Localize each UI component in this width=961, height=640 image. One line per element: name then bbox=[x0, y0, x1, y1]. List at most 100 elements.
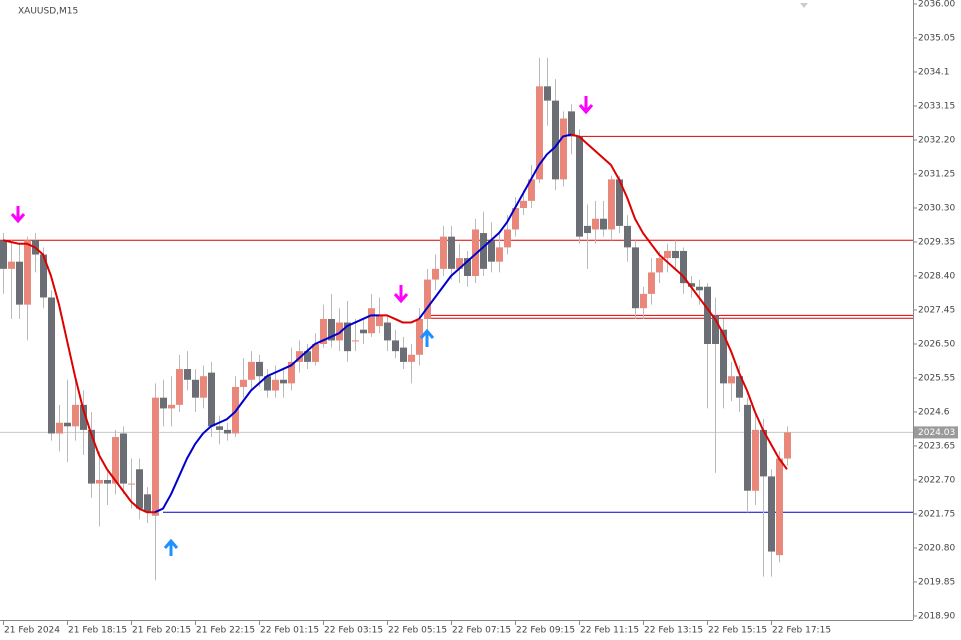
candle-body bbox=[88, 429, 95, 484]
y-tick-label: 2030.30 bbox=[918, 204, 955, 214]
candle-body bbox=[200, 376, 207, 398]
y-tick-label: 2025.55 bbox=[918, 374, 955, 384]
candle-body bbox=[664, 250, 671, 259]
candle-body bbox=[712, 315, 719, 344]
candle-body bbox=[456, 258, 463, 269]
candle-body bbox=[768, 476, 775, 552]
x-tick-label: 22 Feb 03:15 bbox=[324, 626, 383, 636]
candle-body bbox=[432, 268, 439, 280]
candle-body bbox=[624, 225, 631, 248]
candle-body bbox=[264, 376, 271, 391]
candle-body bbox=[256, 361, 263, 377]
candle-body bbox=[504, 229, 511, 248]
candle-body bbox=[112, 437, 119, 484]
candle-body bbox=[464, 258, 471, 276]
y-tick-label: 2019.85 bbox=[918, 578, 955, 588]
candle-body bbox=[224, 429, 231, 434]
x-tick-label: 22 Feb 01:15 bbox=[260, 626, 319, 636]
candle-body bbox=[512, 208, 519, 230]
candle-body bbox=[408, 354, 415, 362]
candle-body bbox=[480, 233, 487, 269]
sell-arrow bbox=[393, 285, 409, 304]
y-tick-label: 2034.1 bbox=[918, 68, 950, 78]
candle-body bbox=[448, 236, 455, 269]
sell-arrow bbox=[578, 96, 594, 115]
x-tick-label: 21 Feb 22:15 bbox=[196, 626, 255, 636]
candle-body bbox=[496, 247, 503, 262]
candle-body bbox=[352, 340, 359, 342]
candle-body bbox=[24, 240, 31, 305]
candle-body bbox=[144, 494, 151, 513]
candle-body bbox=[8, 261, 15, 269]
candle-body bbox=[248, 361, 255, 380]
y-tick-label: 2029.35 bbox=[918, 238, 955, 248]
candle-body bbox=[72, 404, 79, 427]
candle-body bbox=[192, 379, 199, 398]
y-tick-label: 2027.45 bbox=[918, 306, 955, 316]
x-tick-label: 22 Feb 15:15 bbox=[708, 626, 767, 636]
x-tick-label: 22 Feb 11:15 bbox=[580, 626, 639, 636]
candle-body bbox=[312, 344, 319, 362]
candle-body bbox=[208, 372, 215, 427]
trend-line bbox=[154, 133, 572, 514]
candle-body bbox=[368, 308, 375, 334]
candle-body bbox=[184, 369, 191, 380]
x-tick-label: 22 Feb 07:15 bbox=[452, 626, 511, 636]
y-tick-label: 2021.75 bbox=[918, 510, 955, 520]
candle-body bbox=[632, 247, 639, 309]
y-tick-label: 2018.90 bbox=[918, 612, 955, 622]
candle-body bbox=[608, 179, 615, 230]
candle-body bbox=[744, 404, 751, 491]
candle-body bbox=[64, 422, 71, 427]
candle-body bbox=[656, 258, 663, 273]
chart-title: XAUUSD,M15 bbox=[18, 7, 78, 17]
candle-body bbox=[160, 397, 167, 409]
candle-body bbox=[56, 422, 63, 434]
candle-body bbox=[80, 404, 87, 430]
candle-body bbox=[136, 469, 143, 509]
candle-body bbox=[688, 283, 695, 287]
candle-body bbox=[344, 322, 351, 352]
candle-body bbox=[304, 351, 311, 362]
candle-body bbox=[336, 322, 343, 341]
candle-body bbox=[760, 429, 767, 477]
last-price-label: 2024.03 bbox=[918, 428, 955, 438]
candle-body bbox=[240, 379, 247, 387]
candle-body bbox=[384, 322, 391, 341]
y-tick-label: 2022.70 bbox=[918, 476, 955, 486]
candle-body bbox=[104, 480, 111, 484]
candle-body bbox=[320, 318, 327, 344]
candle-body bbox=[488, 240, 495, 262]
candle-body bbox=[752, 429, 759, 491]
candle-body bbox=[640, 293, 647, 309]
y-tick-label: 2023.65 bbox=[918, 442, 955, 452]
x-tick-label: 22 Feb 13:15 bbox=[644, 626, 703, 636]
candle-body bbox=[176, 369, 183, 405]
candle-body bbox=[720, 329, 727, 384]
x-tick-label: 22 Feb 09:15 bbox=[516, 626, 575, 636]
candle-body bbox=[280, 379, 287, 384]
candle-body bbox=[616, 179, 623, 226]
candle-body bbox=[152, 397, 159, 516]
candle-body bbox=[272, 379, 279, 391]
x-tick-label: 22 Feb 17:15 bbox=[772, 626, 831, 636]
candle-body bbox=[168, 404, 175, 409]
candle-body bbox=[696, 286, 703, 291]
y-tick-label: 2020.80 bbox=[918, 544, 955, 554]
candle-body bbox=[680, 250, 687, 284]
x-tick-label: 21 Feb 18:15 bbox=[68, 626, 127, 636]
candle-body bbox=[544, 86, 551, 101]
y-tick-label: 2035.05 bbox=[918, 34, 955, 44]
candle-body bbox=[120, 433, 127, 484]
candle-body bbox=[736, 376, 743, 398]
candle-body bbox=[328, 318, 335, 341]
x-tick-label: 21 Feb 20:15 bbox=[132, 626, 191, 636]
candle-body bbox=[776, 458, 783, 556]
sell-arrow bbox=[10, 206, 26, 224]
candle-body bbox=[16, 261, 23, 305]
buy-arrow bbox=[163, 538, 179, 556]
candle-body bbox=[568, 111, 575, 137]
candle-body bbox=[560, 118, 567, 180]
signal-arrows bbox=[10, 96, 594, 556]
